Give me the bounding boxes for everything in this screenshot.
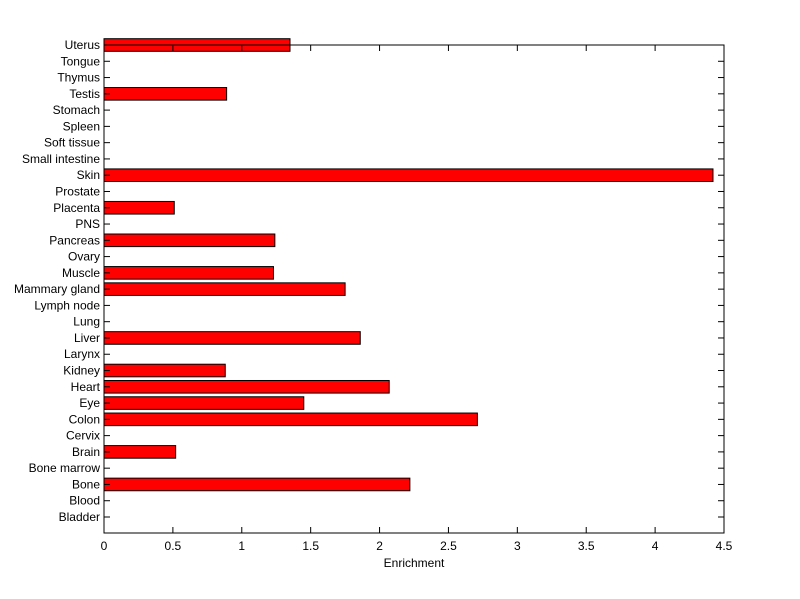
bar-pancreas: [103, 233, 276, 248]
y-tick-label: Prostate: [55, 184, 100, 198]
x-tick-label: 1.5: [302, 539, 319, 553]
y-tick-label: Placenta: [53, 201, 100, 215]
x-tick-label: 0: [101, 539, 108, 553]
y-tick-label: Ovary: [68, 250, 100, 264]
y-tick-label: Thymus: [57, 71, 100, 85]
y-tick-label: Larynx: [64, 347, 100, 361]
plot-frame: [103, 44, 725, 534]
y-ticks-group: Bladder Blood Bone Bone marrow Brain Cervix Co…: [14, 38, 724, 524]
bar-liver: [103, 331, 361, 345]
y-tick-label: Testis: [69, 87, 100, 101]
x-tick-label: 1: [238, 539, 245, 553]
x-tick-label: 2: [376, 539, 383, 553]
bar-muscle: [103, 266, 274, 280]
y-tick-label: Blood: [69, 494, 100, 508]
y-tick-label: Skin: [77, 168, 100, 182]
y-tick-label: Bone: [72, 477, 100, 491]
x-tick-label: 4: [652, 539, 659, 553]
x-tick-label: 4.5: [716, 539, 733, 553]
bar-colon: [103, 412, 478, 427]
bar-bone: [103, 477, 411, 492]
y-tick-label: Pancreas: [49, 233, 100, 247]
x-tick-label: 2.5: [440, 539, 457, 553]
y-tick-label: Stomach: [53, 103, 100, 117]
y-tick-label: Colon: [69, 412, 100, 426]
y-tick-label: Bone marrow: [29, 461, 101, 475]
bar-testis: [103, 87, 228, 101]
y-tick-label: Soft tissue: [44, 136, 100, 150]
y-tick-label: Mammary gland: [14, 282, 100, 296]
y-tick-label: Liver: [74, 331, 100, 345]
y-tick-label: Heart: [71, 380, 101, 394]
x-ticks-group: 0 0.5 1 1.5 2 2.5 3 3.5 4 4.5: [101, 45, 733, 553]
x-axis-label: Enrichment: [384, 556, 445, 570]
y-tick-label: Tongue: [61, 54, 101, 68]
y-tick-label: Brain: [72, 445, 100, 459]
bar-skin: [103, 168, 714, 183]
bar-mammary-gland: [103, 282, 346, 296]
y-tick-label: Lymph node: [34, 298, 100, 312]
y-tick-label: Muscle: [62, 266, 100, 280]
y-tick-label: Kidney: [63, 364, 100, 378]
bar-eye: [103, 396, 305, 410]
y-tick-label: PNS: [75, 217, 100, 231]
y-tick-label: Small intestine: [22, 152, 100, 166]
y-tick-label: Spleen: [63, 119, 100, 133]
bar-heart: [103, 379, 390, 394]
y-tick-label: Cervix: [66, 429, 100, 443]
bar-brain: [103, 445, 177, 459]
y-tick-label: Lung: [73, 315, 100, 329]
y-tick-label: Eye: [79, 396, 100, 410]
bar-placenta: [103, 200, 175, 215]
x-tick-label: 3: [514, 539, 521, 553]
x-tick-label: 0.5: [165, 539, 182, 553]
y-tick-label: Bladder: [59, 510, 100, 524]
bar-kidney: [103, 363, 226, 378]
y-tick-label: Uterus: [65, 38, 100, 52]
x-tick-label: 3.5: [578, 539, 595, 553]
